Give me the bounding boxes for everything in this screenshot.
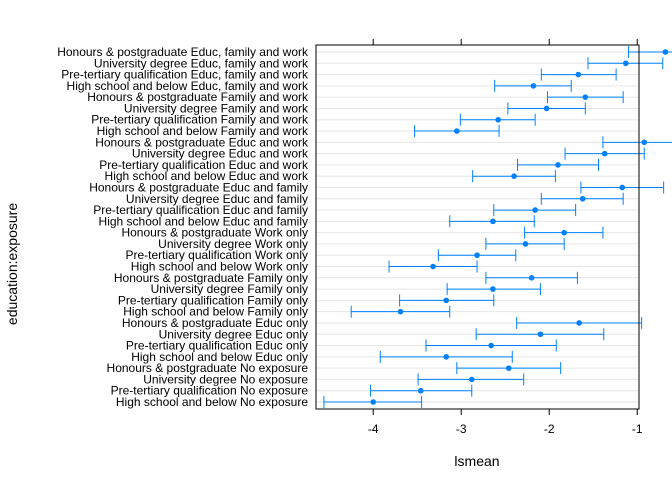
- estimate-point: [575, 71, 582, 78]
- category-label: Pre-tertiary qualification No exposure: [111, 384, 309, 398]
- category-label: Pre-tertiary qualification Work only: [125, 248, 308, 262]
- category-label: Honours & postgraduate Family only: [114, 271, 308, 285]
- estimate-point: [579, 195, 586, 202]
- x-tick-label: -3: [456, 422, 467, 436]
- category-label: Honours & postgraduate Educ only: [122, 316, 308, 330]
- estimate-point: [417, 387, 424, 394]
- estimate-point: [505, 365, 512, 371]
- category-label: High school and below Family and work: [97, 124, 309, 138]
- category-label: Honours & postgraduate Educ and work: [95, 135, 309, 149]
- estimate-point: [454, 128, 460, 134]
- x-axis-title: lsmean: [454, 453, 499, 469]
- estimate-point: [537, 331, 544, 338]
- category-label: Honours & postgraduate No exposure: [107, 361, 309, 375]
- category-label: High school and below Work only: [131, 260, 308, 274]
- category-label: University degree Family only: [151, 282, 308, 296]
- estimate-point: [474, 252, 480, 259]
- estimate-point: [511, 173, 517, 179]
- estimate-point: [430, 263, 436, 270]
- estimate-point: [490, 218, 496, 225]
- estimate-point: [601, 150, 608, 157]
- estimate-point: [555, 162, 561, 168]
- category-label: High school and below Educ and family: [99, 214, 308, 228]
- category-label: Pre-tertiary qualification Educ only: [126, 339, 308, 353]
- category-label: Pre-tertiary qualification Educ, family …: [61, 68, 309, 82]
- estimate-point: [370, 399, 377, 405]
- estimate-point: [443, 297, 450, 304]
- plot-frame: [315, 44, 640, 410]
- estimate-point: [522, 241, 529, 247]
- estimate-point: [528, 275, 535, 281]
- y-axis-title: education:exposure: [4, 203, 20, 325]
- estimate-point: [490, 286, 496, 292]
- estimate-point: [468, 376, 475, 383]
- panel-border: [315, 44, 640, 410]
- category-label: High school and below Educ and work: [105, 169, 309, 183]
- estimate-point: [561, 229, 567, 236]
- category-label: Pre-tertiary qualification Educ and work: [99, 158, 309, 172]
- estimate-point: [576, 320, 582, 326]
- estimate-point: [397, 308, 404, 315]
- estimate-point: [495, 116, 501, 123]
- category-label: High school and below No exposure: [116, 395, 308, 409]
- category-label: Honours & postgraduate Educ, family and …: [57, 45, 309, 59]
- category-label: Honours & postgraduate Work only: [121, 226, 308, 240]
- category-label: University degree Educ only: [159, 327, 308, 341]
- category-label: Honours & postgraduate Family and work: [87, 90, 309, 104]
- estimate-point: [582, 94, 589, 100]
- estimate-point: [619, 184, 626, 191]
- category-label: High school and below Family only: [123, 305, 308, 319]
- estimate-point: [488, 342, 494, 349]
- category-label: Honours & postgraduate Educ and family: [89, 180, 308, 194]
- point-layer: [370, 49, 669, 405]
- x-tick-label: -1: [632, 422, 643, 436]
- estimate-point: [622, 60, 629, 67]
- estimate-point: [641, 139, 648, 146]
- estimate-point: [662, 49, 669, 55]
- category-label: University degree Educ and work: [132, 147, 309, 161]
- category-label: University degree Family and work: [124, 101, 309, 115]
- estimate-point: [543, 105, 550, 112]
- grid-layer: [316, 51, 639, 403]
- estimate-point: [532, 207, 538, 213]
- estimate-point: [530, 83, 537, 89]
- category-label: University degree Educ and family: [126, 192, 308, 206]
- category-label: High school and below Educ only: [131, 350, 308, 364]
- category-labels: High school and below No exposurePre-ter…: [57, 45, 309, 409]
- category-label: Pre-tertiary qualification Family and wo…: [91, 113, 309, 127]
- category-label: University degree No exposure: [143, 372, 308, 386]
- category-label: Pre-tertiary qualification Educ and fami…: [93, 203, 308, 217]
- category-label: University degree Educ, family and work: [94, 56, 309, 70]
- x-tick-label: -2: [544, 422, 555, 436]
- x-tick-label: -4: [368, 422, 379, 436]
- x-axis-ticks: -4 -3 -2 -1: [368, 39, 643, 436]
- estimate-point: [443, 354, 450, 360]
- interval-layer: [323, 46, 672, 408]
- category-label: High school and below Educ, family and w…: [67, 79, 309, 93]
- category-label: Pre-tertiary qualification Family only: [118, 293, 308, 307]
- category-label: University degree Work only: [158, 237, 308, 251]
